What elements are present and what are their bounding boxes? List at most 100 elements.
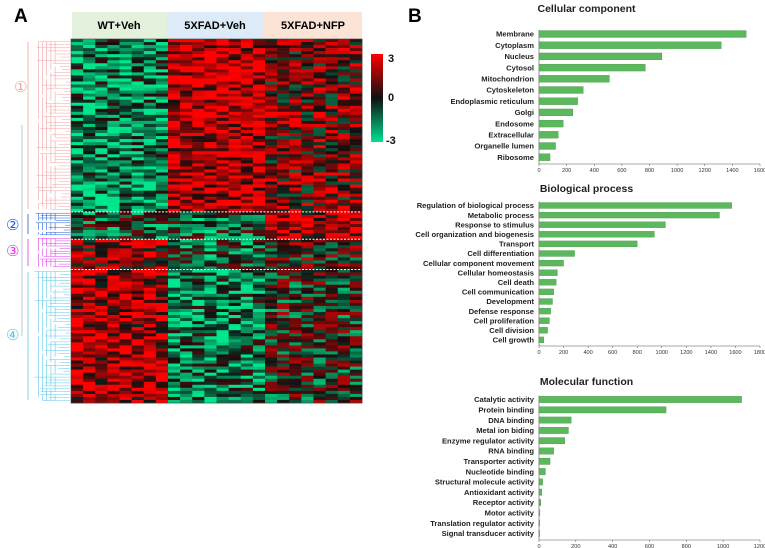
heatmap-cell <box>155 108 169 113</box>
category-label: Transporter activity <box>464 457 535 466</box>
heatmap-cell <box>349 293 363 298</box>
heatmap-cell <box>192 151 205 155</box>
heatmap-cell <box>180 163 193 167</box>
heatmap-cell <box>180 148 193 152</box>
heatmap-cell <box>265 111 278 116</box>
heatmap-cell <box>277 396 290 401</box>
heatmap-cell <box>265 157 278 161</box>
heatmap-cell <box>155 54 169 58</box>
heatmap-cell <box>301 217 314 222</box>
heatmap-cell <box>119 93 132 97</box>
heatmap-cell <box>180 296 193 301</box>
heatmap-cell <box>192 312 205 316</box>
heatmap-cell <box>71 48 84 52</box>
heatmap-cell <box>168 284 181 289</box>
heatmap-cell <box>83 187 96 191</box>
heatmap-cell <box>216 120 229 125</box>
heatmap-cell <box>277 211 290 216</box>
heatmap-cell <box>301 160 314 164</box>
heatmap-cell <box>252 184 266 188</box>
heatmap-cell <box>180 217 193 222</box>
heatmap-cell <box>265 96 278 100</box>
bar <box>538 279 557 286</box>
heatmap-cell <box>216 387 229 392</box>
heatmap-cell <box>349 72 363 76</box>
heatmap-cell <box>240 363 254 367</box>
heatmap-cell <box>204 60 217 64</box>
heatmap-cell <box>252 345 266 349</box>
heatmap-cell <box>95 239 108 243</box>
heatmap-cell <box>265 339 278 343</box>
bar <box>538 288 554 296</box>
heatmap-cell <box>143 372 157 376</box>
heatmap-cell <box>337 117 351 122</box>
heatmap-cell <box>240 312 254 316</box>
heatmap-cell <box>204 181 217 185</box>
heatmap-cell <box>131 136 145 140</box>
bar <box>538 327 548 334</box>
heatmap-cell <box>349 114 363 119</box>
heatmap-cell <box>107 348 120 352</box>
heatmap-cell <box>265 142 278 146</box>
heatmap-cell <box>216 269 229 273</box>
heatmap-cell <box>289 148 302 152</box>
heatmap-cell <box>192 111 205 116</box>
heatmap-cell <box>228 211 242 216</box>
heatmap-cell <box>83 287 96 292</box>
heatmap-cell <box>277 269 290 273</box>
heatmap-cell <box>252 299 266 304</box>
heatmap-cell <box>204 187 217 191</box>
heatmap-cell <box>216 369 229 373</box>
heatmap-cell <box>119 366 132 370</box>
heatmap-cell <box>289 184 302 188</box>
heatmap-cell <box>337 145 351 149</box>
heatmap-cell <box>265 287 278 292</box>
heatmap-cell <box>131 269 145 273</box>
heatmap-cell <box>252 72 266 76</box>
x-tick-label: 0 <box>537 350 540 356</box>
heatmap-cell <box>83 372 96 376</box>
heatmap-cell <box>204 120 217 125</box>
heatmap-cell <box>83 393 96 398</box>
heatmap-cell <box>180 396 193 401</box>
heatmap-cell <box>180 48 193 52</box>
heatmap-cell <box>204 54 217 58</box>
heatmap-cell <box>252 108 266 113</box>
heatmap-cell <box>119 60 132 64</box>
heatmap-cell <box>313 272 326 276</box>
heatmap-cell <box>265 363 278 367</box>
heatmap-cell <box>131 293 145 298</box>
heatmap-cell <box>83 169 96 173</box>
heatmap-cell <box>168 315 181 319</box>
heatmap-cell <box>216 342 229 346</box>
heatmap-cell <box>131 217 145 222</box>
heatmap-cell <box>95 236 108 240</box>
heatmap-cell <box>289 166 302 170</box>
heatmap-cell <box>349 160 363 164</box>
heatmap-cell <box>83 378 96 383</box>
heatmap-cell <box>265 169 278 173</box>
heatmap-cell <box>349 221 363 225</box>
heatmap-cell <box>277 260 290 264</box>
heatmap-cell <box>71 130 84 134</box>
heatmap-cell <box>204 90 217 94</box>
heatmap-cell <box>168 230 181 234</box>
heatmap-cell <box>107 272 120 276</box>
heatmap-cell <box>252 66 266 70</box>
heatmap-cell <box>252 157 266 161</box>
category-label: Enzyme regulator activity <box>442 436 535 445</box>
heatmap-cell <box>180 184 193 188</box>
heatmap-cell <box>119 354 132 358</box>
heatmap-cell <box>252 257 266 261</box>
heatmap-cell <box>349 202 363 207</box>
heatmap-cell <box>83 199 96 204</box>
heatmap-cell <box>337 172 351 176</box>
heatmap-cell <box>325 399 339 404</box>
heatmap-cell <box>313 227 326 231</box>
heatmap-cell <box>265 351 278 355</box>
heatmap-cell <box>143 211 157 216</box>
heatmap-cell <box>95 248 108 252</box>
heatmap-cell <box>349 69 363 73</box>
heatmap-cell <box>180 363 193 367</box>
heatmap-cell <box>204 148 217 152</box>
